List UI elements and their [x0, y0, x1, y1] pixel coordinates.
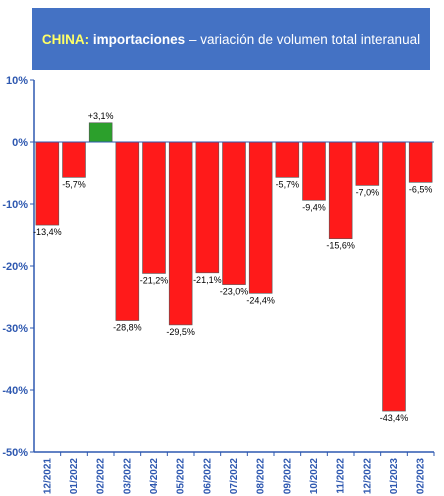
- bar-10-2022: [302, 141, 326, 201]
- x-tick-label: 02/2023: [416, 458, 427, 495]
- x-tick-label: 08/2022: [256, 458, 267, 495]
- x-tick-label: 01/2023: [389, 458, 400, 495]
- x-tick-label: 06/2022: [202, 458, 213, 495]
- data-label: -29,5%: [166, 327, 195, 337]
- y-tick-label: 0%: [12, 137, 28, 149]
- title-country: CHINA: [41, 31, 85, 47]
- data-label: -9,4%: [302, 202, 326, 212]
- bar-02-2023: [408, 141, 433, 183]
- bar-12-2022: [355, 141, 380, 186]
- bar-04-2022: [142, 141, 166, 274]
- bar-07-2022: [222, 141, 246, 285]
- data-label: -24,4%: [246, 295, 275, 305]
- title-rest: – variación de volumen total interanual: [185, 31, 421, 47]
- data-label: -5,7%: [276, 179, 300, 189]
- x-tick-label: 04/2022: [149, 458, 160, 495]
- x-tick-label: 12/2021: [42, 458, 53, 495]
- y-tick-label: -40%: [2, 385, 28, 397]
- x-tick-label: 07/2022: [229, 458, 240, 495]
- data-label: -7,0%: [356, 187, 380, 197]
- y-tick-label: -20%: [2, 261, 28, 273]
- data-label: -15,6%: [326, 241, 355, 251]
- data-label: -21,1%: [193, 275, 222, 285]
- data-label: -21,2%: [140, 275, 169, 285]
- data-label: -23,0%: [220, 287, 249, 297]
- bar-01-2023: [382, 141, 406, 412]
- x-tick-label: 05/2022: [176, 458, 187, 495]
- data-label: +3,1%: [88, 111, 114, 121]
- x-tick-label: 02/2022: [96, 458, 107, 495]
- chart-title-box: CHINA: importaciones – variación de volu…: [32, 8, 430, 70]
- y-tick-label: -30%: [2, 323, 28, 335]
- y-tick-label: -10%: [2, 199, 28, 211]
- x-tick-label: 12/2022: [362, 458, 373, 495]
- bar-08-2022: [248, 141, 273, 294]
- title-colon: :: [84, 31, 90, 47]
- x-tick-label: 09/2022: [282, 458, 293, 495]
- bar-09-2022: [275, 141, 300, 178]
- data-label: -28,8%: [113, 323, 142, 333]
- bar-05-2022: [168, 141, 193, 326]
- data-label: -13,4%: [33, 227, 62, 237]
- x-tick-label: 03/2022: [122, 458, 133, 495]
- bar-11-2022: [328, 141, 353, 240]
- data-label: -43,4%: [380, 413, 409, 423]
- bar-06-2022: [195, 141, 220, 274]
- bar-01-2022: [62, 141, 86, 178]
- x-tick-label: 10/2022: [309, 458, 320, 495]
- bar-02-2022: [88, 122, 113, 143]
- title-subject: importaciones: [92, 31, 186, 47]
- data-label: -6,5%: [409, 184, 433, 194]
- chart-title: CHINA: importaciones – variación de volu…: [42, 32, 420, 47]
- bar-03-2022: [115, 141, 140, 321]
- y-tick-label: 10%: [6, 75, 28, 87]
- bar-12-2021: [35, 141, 60, 226]
- data-label: -5,7%: [62, 179, 86, 189]
- x-tick-label: 11/2022: [336, 458, 347, 494]
- y-tick-label: -50%: [2, 447, 28, 459]
- x-tick-label: 01/2022: [69, 458, 80, 495]
